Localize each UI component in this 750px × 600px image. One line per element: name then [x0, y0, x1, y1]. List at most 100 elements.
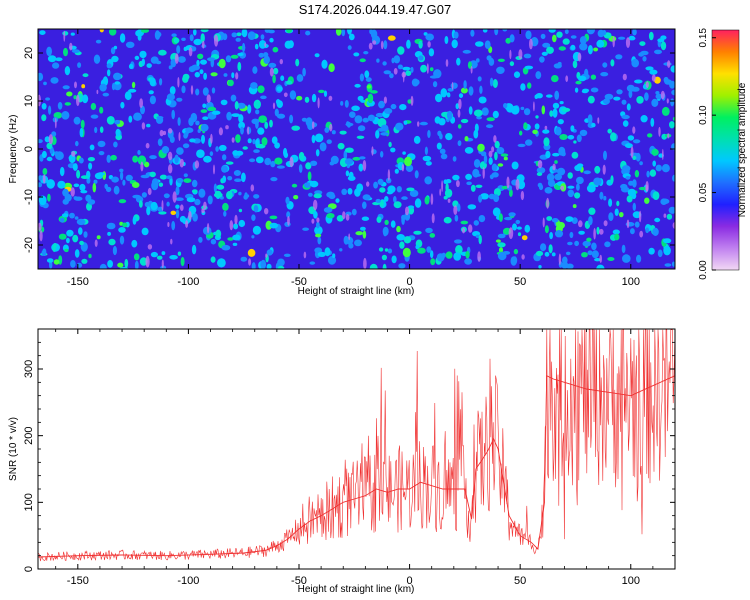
heatmap-blob	[241, 172, 246, 183]
snr-y-tick-label: 100	[23, 493, 35, 511]
heatmap-blob	[567, 189, 575, 198]
heatmap-streak	[168, 164, 173, 174]
heatmap-blob	[549, 110, 554, 117]
heatmap-blob	[380, 132, 389, 136]
heatmap-y-tick-label: -20	[23, 237, 35, 253]
heatmap-blob	[345, 170, 350, 177]
heatmap-blob	[197, 129, 201, 133]
heatmap-blob	[232, 150, 239, 156]
heatmap-blob	[362, 117, 369, 123]
heatmap-streak	[231, 137, 235, 143]
heatmap-blob	[257, 127, 265, 135]
heatmap-blob	[55, 57, 63, 62]
heatmap-streak	[218, 127, 223, 136]
heatmap-blob	[163, 193, 170, 199]
heatmap-blob	[80, 119, 85, 129]
heatmap-blob	[470, 184, 476, 192]
heatmap-blob	[494, 151, 498, 161]
heatmap-blob	[183, 46, 188, 52]
heatmap-blob	[403, 236, 412, 244]
heatmap-streak	[269, 67, 274, 77]
heatmap-blob	[492, 207, 501, 217]
heatmap-blob	[72, 163, 78, 171]
heatmap-blob	[119, 235, 125, 245]
heatmap-blob	[78, 227, 83, 235]
heatmap-blob	[64, 248, 69, 253]
heatmap-streak	[250, 184, 255, 192]
heatmap-streak	[235, 72, 239, 80]
heatmap-blob	[200, 59, 207, 65]
heatmap-streak	[279, 59, 283, 65]
heatmap-blob	[111, 55, 119, 63]
heatmap-blob	[361, 216, 370, 221]
heatmap-blob	[628, 90, 633, 99]
heatmap-blob	[594, 258, 601, 262]
heatmap-blob	[645, 66, 654, 71]
heatmap-blob	[81, 84, 86, 89]
heatmap-blob	[249, 158, 256, 163]
heatmap-blob	[73, 183, 80, 188]
heatmap-streak	[247, 126, 250, 135]
heatmap-blob	[213, 192, 223, 198]
heatmap-blob	[61, 111, 70, 120]
heatmap-blob	[554, 173, 562, 181]
heatmap-blob	[671, 143, 675, 151]
heatmap-blob	[663, 238, 672, 244]
heatmap-blob	[247, 248, 256, 257]
colorbar-tick-label: 0.05	[698, 182, 709, 202]
heatmap-blob	[326, 213, 335, 219]
heatmap-blob	[552, 108, 558, 118]
heatmap-blob	[52, 243, 56, 253]
heatmap-streak	[667, 60, 671, 68]
heatmap-blob	[457, 124, 462, 129]
heatmap-blob	[565, 216, 574, 223]
heatmap-blob	[114, 81, 121, 85]
heatmap-blob	[549, 232, 553, 240]
heatmap-blob	[273, 67, 279, 75]
heatmap-blob	[128, 115, 133, 123]
heatmap-blob	[401, 214, 406, 221]
heatmap-blob	[552, 152, 560, 157]
heatmap-blob	[391, 255, 397, 264]
heatmap-blob	[630, 228, 635, 235]
heatmap-streak	[602, 164, 606, 175]
heatmap-blob	[268, 62, 277, 68]
heatmap-blob	[274, 157, 283, 165]
heatmap-blob	[478, 194, 483, 203]
heatmap-blob	[540, 33, 546, 40]
heatmap-blob	[314, 225, 323, 235]
heatmap-streak	[401, 164, 405, 172]
heatmap-blob	[95, 39, 102, 44]
heatmap-blob	[475, 184, 483, 188]
heatmap-blob	[222, 33, 228, 41]
heatmap-blob	[41, 250, 47, 256]
heatmap-blob	[251, 118, 260, 125]
heatmap-blob	[473, 220, 479, 226]
heatmap-blob	[453, 252, 462, 261]
heatmap-blob	[46, 258, 54, 263]
heatmap-blob	[227, 237, 234, 241]
heatmap-blob	[271, 136, 278, 144]
heatmap-streak	[167, 128, 173, 134]
heatmap-streak	[70, 187, 75, 197]
heatmap-blob	[384, 219, 389, 225]
heatmap-streak	[393, 68, 398, 75]
heatmap-blob	[586, 29, 595, 35]
heatmap-blob	[200, 109, 208, 113]
heatmap-blob	[356, 135, 365, 139]
heatmap-streak	[508, 227, 514, 240]
heatmap-blob	[304, 96, 310, 103]
heatmap-streak	[74, 81, 77, 89]
heatmap-blob	[467, 61, 472, 69]
heatmap-blob	[535, 71, 542, 80]
heatmap-blob	[141, 227, 149, 236]
heatmap-blob	[532, 129, 538, 135]
heatmap-blob	[481, 107, 489, 116]
heatmap-blob	[591, 122, 596, 128]
heatmap-blob	[652, 191, 660, 201]
heatmap-blob	[265, 220, 273, 230]
figure-title: S174.2026.044.19.47.G07	[299, 2, 452, 17]
heatmap-blob	[242, 42, 246, 53]
heatmap-blob	[462, 49, 471, 54]
